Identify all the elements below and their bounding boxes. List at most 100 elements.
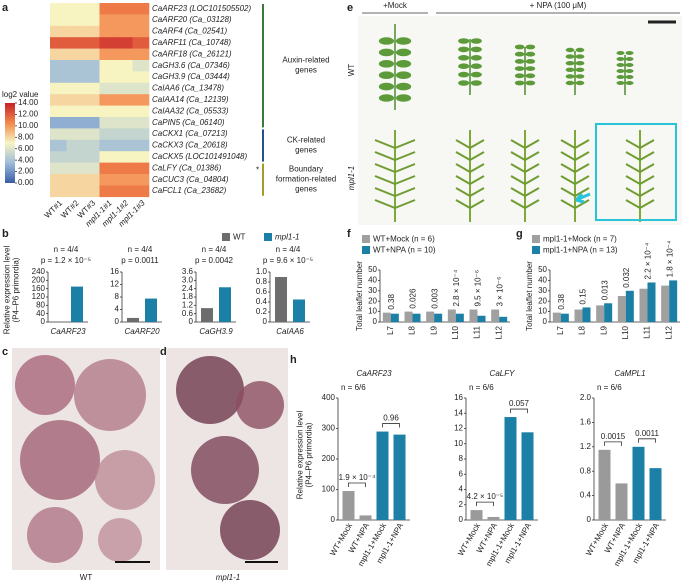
leaflet (395, 37, 412, 45)
gene-label: CaIAA6 (276, 327, 304, 336)
y-tick-label: 16 (110, 267, 119, 276)
y-axis-label: Total leaflet number (525, 261, 534, 331)
leaflet (395, 48, 412, 57)
bar (412, 313, 421, 322)
heatmap-cell (66, 94, 84, 106)
heatmap-cell (116, 48, 133, 61)
heatmap-cell (83, 139, 100, 152)
heatmap-cell (116, 82, 133, 95)
gene-label: CaGH3.6 (Ca_07346) (152, 61, 230, 70)
heatmap-cell (50, 117, 67, 129)
y-tick-label: 1.6 (580, 418, 592, 427)
panel-label: c (2, 346, 8, 358)
heatmap-cell (66, 105, 84, 118)
panel-label: d (160, 346, 167, 358)
leaf (639, 199, 655, 209)
bar (469, 309, 478, 322)
leaflet (378, 82, 395, 91)
heatmap-cell (83, 128, 100, 141)
n-label: n = 4/4 (54, 245, 79, 254)
p-label: 4.2 × 10⁻⁵ (467, 492, 504, 501)
bar (393, 434, 406, 520)
y-tick-label: 4 (115, 305, 120, 314)
legend-label: WT+Mock (n = 6) (373, 235, 435, 244)
bar (390, 313, 399, 322)
leaf (510, 175, 526, 185)
heatmap-cell (116, 60, 133, 72)
leaflet (395, 94, 412, 102)
leaf (455, 151, 471, 161)
y-tick-label: 10 (538, 307, 547, 316)
leaflet (514, 44, 525, 50)
leaf (560, 139, 576, 149)
heatmap-cell (83, 94, 100, 106)
leaflet (565, 80, 575, 86)
legend-label: mpl1-1+Mock (n = 7) (543, 235, 617, 244)
y-tick-label: 0 (263, 317, 268, 326)
x-tick-label: L7 (556, 325, 565, 334)
heatmap-cell (50, 37, 67, 49)
gene-label: CaFCL1 (Ca_23682) (152, 186, 227, 195)
heatmap-cell (116, 3, 133, 15)
heatmap-cell (50, 3, 67, 15)
legend-swatch (532, 235, 540, 243)
plants (374, 24, 655, 222)
caption: WT (80, 573, 93, 582)
leaflet (514, 59, 525, 64)
heatmap-cell (83, 162, 100, 175)
heatmap-cell (132, 128, 150, 141)
bar (145, 298, 157, 322)
heatmap-cell (66, 185, 84, 198)
bar (201, 308, 213, 322)
bar (404, 311, 413, 322)
p-label: p = 1.2 × 10⁻⁵ (41, 256, 91, 265)
heatmap-cell (132, 71, 150, 84)
y-tick-label: 3.6 (182, 267, 194, 276)
leaf (524, 151, 540, 161)
x-tick-label: L10 (621, 325, 630, 339)
leaf (510, 151, 526, 161)
y-tick-label: 30 (538, 286, 547, 295)
legend-label: WT (233, 233, 246, 242)
gene-title: CaARF23 (356, 369, 392, 378)
bar (617, 296, 626, 322)
leaf (625, 151, 641, 161)
bar (426, 311, 435, 322)
leaf (574, 199, 590, 209)
legend-label: mpl1-1+NPA (n = 13) (543, 246, 618, 255)
p-label: 0.003 (430, 288, 439, 309)
heatmap-cell (132, 25, 150, 38)
leaf (625, 175, 641, 185)
leaf (560, 187, 576, 197)
heatmap-cell (132, 94, 150, 106)
leaf (510, 187, 526, 197)
leaflet (378, 60, 395, 68)
leaflet (395, 82, 412, 91)
leaflet (525, 73, 536, 79)
n-label: n = 4/4 (128, 245, 153, 254)
heatmap-cell (99, 71, 117, 84)
gene-label: CaIAA32 (Ca_05533) (152, 106, 229, 115)
leaf (560, 199, 576, 209)
heatmap-cell (83, 25, 100, 38)
leaflet (616, 69, 625, 73)
heatmap-cell (50, 185, 67, 198)
gene-label: CaIAA6 (Ca_13478) (152, 84, 224, 93)
leaf (625, 163, 641, 173)
y-tick-label: 20 (368, 296, 377, 305)
heatmap-cell (99, 14, 117, 27)
y-tick-label: 2.4 (182, 284, 194, 293)
legend-tick-label: 0.00 (18, 178, 34, 187)
leaflet (625, 63, 634, 67)
leaf (524, 187, 540, 197)
bar (521, 432, 534, 520)
gene-title: CaLFY (490, 369, 516, 378)
leaf (394, 139, 416, 149)
p-label: 0.38 (387, 294, 396, 310)
heatmap-cell (83, 71, 100, 84)
leaf (394, 163, 416, 173)
leaf (394, 187, 416, 197)
y-tick-label: 6 (459, 469, 464, 478)
legend-label: WT+NPA (n = 10) (373, 246, 436, 255)
